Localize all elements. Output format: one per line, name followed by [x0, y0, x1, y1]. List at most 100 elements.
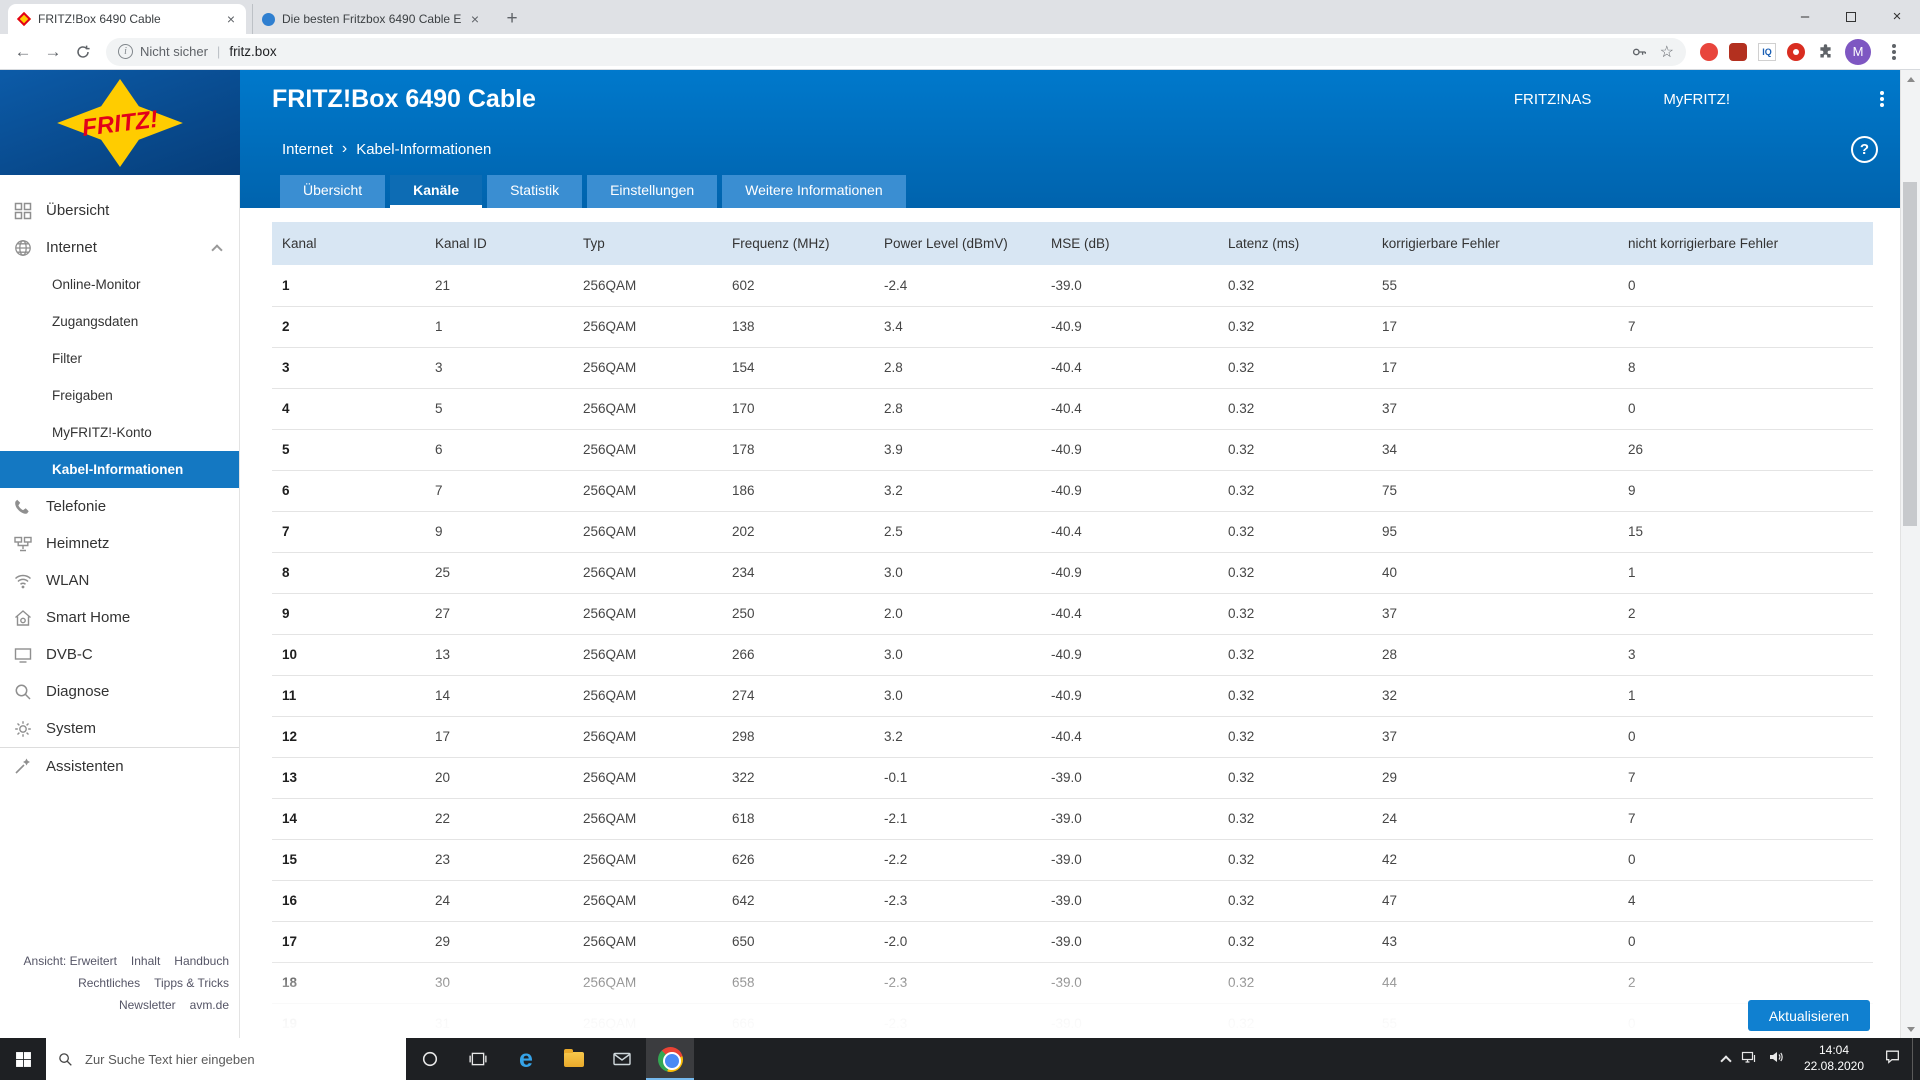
sidebar-item-wlan[interactable]: WLAN [0, 562, 239, 599]
sidebar-item-dvb-c[interactable]: DVB-C [0, 636, 239, 673]
table-row: 14 22 256QAM 618 -2.1 -39.0 0.32 24 7 [272, 798, 1873, 840]
footer-link-tipps-tricks[interactable]: Tipps & Tricks [154, 976, 229, 990]
tab-kanäle[interactable]: Kanäle [390, 175, 483, 208]
task-view-button[interactable] [454, 1038, 502, 1080]
sidebar-subitem-online-monitor[interactable]: Online-Monitor [52, 277, 141, 292]
footer-link-inhalt[interactable]: Inhalt [130, 954, 161, 968]
table-cell: 37 [1372, 593, 1618, 635]
table-cell: 202 [722, 511, 874, 553]
extension-icon-4[interactable] [1787, 42, 1805, 61]
browser-tab-title: FRITZ!Box 6490 Cable [38, 12, 161, 26]
chrome-icon [657, 1046, 683, 1072]
tab-statistik[interactable]: Statistik [487, 175, 583, 208]
table-cell: 29 [1372, 757, 1618, 799]
footer-link-ansicht-erweitert[interactable]: Ansicht: Erweitert [23, 954, 117, 968]
network-icon[interactable] [1741, 1049, 1757, 1070]
taskbar-clock[interactable]: 14:04 22.08.2020 [1795, 1043, 1873, 1074]
sidebar-subitem-zugangsdaten[interactable]: Zugangsdaten [52, 314, 139, 329]
tray-chevron-up-icon[interactable] [1720, 1054, 1732, 1067]
sidebar-item-system[interactable]: System [0, 710, 239, 747]
header-link-fritz-nas[interactable]: FRITZ!NAS [1513, 90, 1592, 108]
extension-icon-3[interactable]: IQ [1758, 42, 1776, 61]
sidebar-item-assistenten[interactable]: Assistenten [0, 747, 239, 784]
table-cell: 256QAM [573, 306, 722, 348]
extensions-puzzle-icon[interactable] [1816, 43, 1834, 61]
footer-link-avm-de[interactable]: avm.de [189, 998, 229, 1012]
table-cell: 178 [722, 429, 874, 471]
page-scrollbar[interactable] [1900, 70, 1920, 1038]
tab-übersicht[interactable]: Übersicht [280, 175, 386, 208]
sidebar-subitem-kabel-informationen[interactable]: Kabel-Informationen [0, 451, 239, 488]
cortana-button[interactable] [406, 1038, 454, 1080]
wifi-icon [13, 571, 33, 591]
window-maximize-button[interactable] [1828, 0, 1874, 33]
window-close-button[interactable]: × [1892, 8, 1902, 25]
scrollbar-thumb[interactable] [1903, 182, 1917, 526]
password-key-icon[interactable] [1630, 43, 1648, 61]
table-cell: -40.4 [1041, 388, 1218, 430]
forward-button[interactable]: → [44, 41, 62, 61]
table-cell: 0.32 [1218, 388, 1372, 430]
sidebar-item-heimnetz[interactable]: Heimnetz [0, 525, 239, 562]
breadcrumb-section[interactable]: Internet [282, 140, 333, 158]
browser-tab-search-result[interactable]: Die besten Fritzbox 6490 Cable E × [252, 4, 490, 34]
scrollbar-up-icon[interactable] [1901, 70, 1920, 88]
start-button[interactable] [0, 1038, 46, 1080]
sidebar-item-internet[interactable]: Internet [0, 229, 239, 266]
file-explorer-button[interactable] [550, 1038, 598, 1080]
footer-link-handbuch[interactable]: Handbuch [174, 954, 229, 968]
table-cell: 29 [425, 921, 573, 963]
table-cell: 7 [1618, 798, 1873, 840]
taskbar-search[interactable] [46, 1038, 406, 1080]
header-nav-links: FRITZ!NAS MyFRITZ! [1514, 91, 1730, 108]
help-icon[interactable]: ? [1851, 135, 1878, 163]
header-link-myfritz[interactable]: MyFRITZ! [1663, 90, 1730, 108]
chrome-button[interactable] [646, 1038, 694, 1080]
action-center-icon[interactable] [1884, 1048, 1901, 1070]
table-cell: 256QAM [573, 470, 722, 512]
new-tab-button[interactable]: + [506, 8, 518, 29]
sidebar-subitem-freigaben[interactable]: Freigaben [52, 388, 113, 403]
search-input[interactable] [83, 1050, 383, 1068]
table-cell: 2 [1618, 593, 1873, 635]
table-cell: 9 [272, 593, 425, 635]
edge-button[interactable]: e [502, 1038, 550, 1080]
mail-button[interactable] [598, 1038, 646, 1080]
extension-icon-1[interactable] [1700, 42, 1718, 61]
sidebar-subitem-myfritz-konto[interactable]: MyFRITZ!-Konto [52, 425, 152, 440]
bookmark-star-icon[interactable]: ☆ [1659, 43, 1674, 61]
browser-tab-fritzbox[interactable]: FRITZ!Box 6490 Cable × [8, 4, 246, 34]
table-cell: 0.32 [1218, 757, 1372, 799]
window-minimize-button[interactable]: – [1800, 8, 1810, 25]
refresh-button[interactable]: Aktualisieren [1747, 1000, 1870, 1031]
tab-close-icon[interactable]: × [470, 11, 479, 27]
table-cell: 32 [1372, 675, 1618, 717]
footer-link-newsletter[interactable]: Newsletter [118, 998, 176, 1012]
table-cell: 0.32 [1218, 306, 1372, 348]
reload-button[interactable] [68, 37, 98, 67]
footer-link-rechtliches[interactable]: Rechtliches [78, 976, 141, 990]
tab-weitere-informationen[interactable]: Weitere Informationen [722, 175, 906, 208]
address-bar[interactable]: i Nicht sicher | fritz.box ☆ [106, 37, 1686, 66]
browser-menu-icon[interactable] [1892, 49, 1896, 54]
extension-icon-2[interactable] [1729, 42, 1747, 61]
volume-icon[interactable] [1768, 1049, 1784, 1070]
table-row: 12 17 256QAM 298 3.2 -40.4 0.32 37 0 [272, 716, 1873, 758]
scrollbar-down-icon[interactable] [1901, 1020, 1920, 1038]
sidebar-item-diagnose[interactable]: Diagnose [0, 673, 239, 710]
tab-einstellungen[interactable]: Einstellungen [587, 175, 718, 208]
table-cell: 0 [1618, 839, 1873, 881]
table-cell: 170 [722, 388, 874, 430]
header-menu-icon[interactable] [1880, 97, 1884, 101]
tab-close-icon[interactable]: × [226, 11, 235, 27]
back-button[interactable]: ← [14, 41, 32, 61]
fritz-header: FRITZ!Box 6490 Cable FRITZ!NAS MyFRITZ! I… [240, 70, 1900, 208]
sidebar-item-smart-home[interactable]: Smart Home [0, 599, 239, 636]
show-desktop-button[interactable] [1912, 1038, 1918, 1080]
table-cell: 0.32 [1218, 1003, 1372, 1038]
sidebar-item-übersicht[interactable]: Übersicht [0, 192, 239, 229]
sidebar-subitem-filter[interactable]: Filter [52, 351, 82, 366]
profile-avatar[interactable]: M [1845, 38, 1871, 65]
info-icon[interactable]: i [118, 44, 133, 59]
sidebar-item-telefonie[interactable]: Telefonie [0, 488, 239, 525]
